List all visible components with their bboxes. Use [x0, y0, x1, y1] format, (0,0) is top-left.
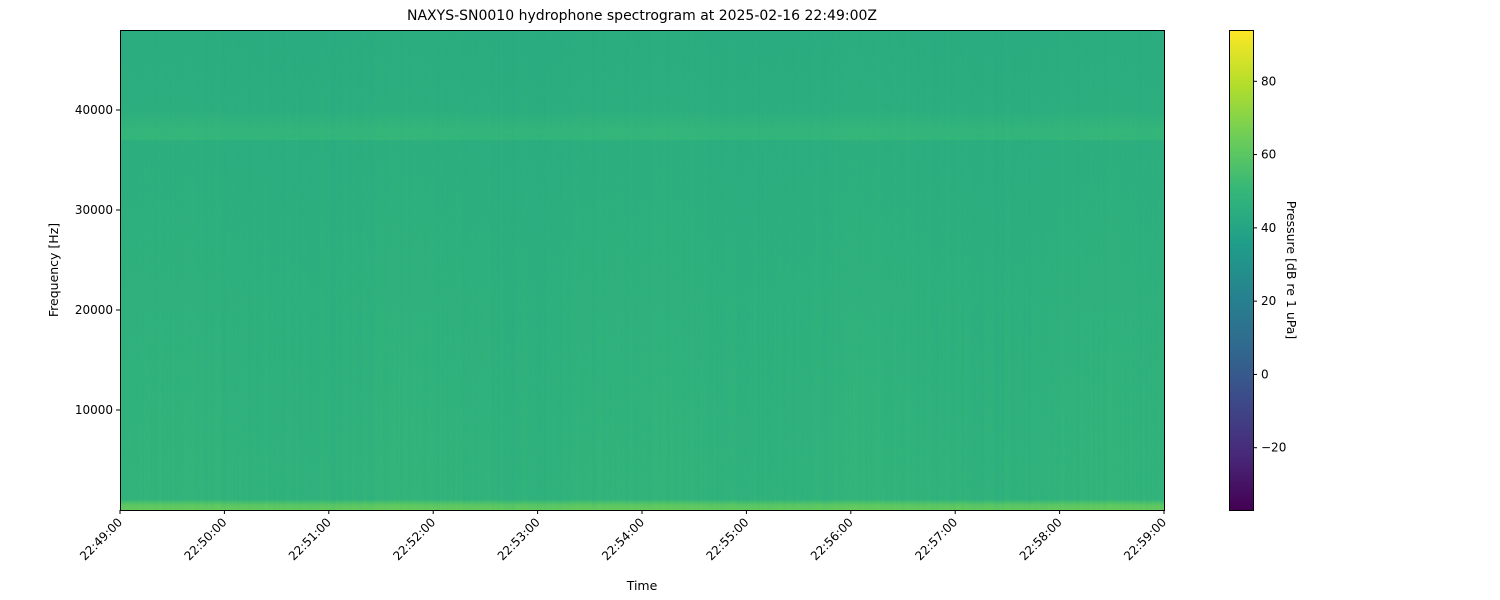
- colorbar-label: Pressure [dB re 1 uPa]: [1284, 201, 1299, 340]
- chart-title: NAXYS-SN0010 hydrophone spectrogram at 2…: [407, 8, 877, 24]
- x-axis-label: Time: [626, 578, 658, 593]
- plot-frame: [120, 30, 1165, 511]
- y-tick-label: 40000: [75, 103, 113, 117]
- colorbar-tick-label: 60: [1261, 148, 1276, 162]
- x-tick-label: 22:53:00: [495, 515, 543, 563]
- x-tick-label: 22:52:00: [390, 515, 438, 563]
- x-tick-label: 22:58:00: [1017, 515, 1065, 563]
- x-tick-label: 22:54:00: [599, 515, 647, 563]
- colorbar-gradient: [1229, 30, 1253, 510]
- colorbar-tick-label: 20: [1261, 294, 1276, 308]
- x-tick-label: 22:55:00: [704, 515, 752, 563]
- colorbar-tick-label: 40: [1261, 221, 1276, 235]
- colorbar-tick-label: 0: [1261, 367, 1269, 381]
- spectrogram-image: [120, 30, 1164, 510]
- x-tick-label: 22:50:00: [182, 515, 230, 563]
- x-tick-label: 22:59:00: [1121, 515, 1169, 563]
- y-tick-label: 20000: [75, 303, 113, 317]
- x-tick-label: 22:56:00: [808, 515, 856, 563]
- y-axis-label: Frequency [Hz]: [46, 223, 61, 317]
- x-tick-label: 22:51:00: [286, 515, 334, 563]
- colorbar-frame: [1229, 30, 1254, 511]
- y-tick-label: 30000: [75, 203, 113, 217]
- x-tick-label: 22:49:00: [77, 515, 125, 563]
- x-tick-label: 22:57:00: [912, 515, 960, 563]
- y-tick-label: 10000: [75, 403, 113, 417]
- colorbar-tick-label: −20: [1261, 441, 1286, 455]
- colorbar-tick-label: 80: [1261, 74, 1276, 88]
